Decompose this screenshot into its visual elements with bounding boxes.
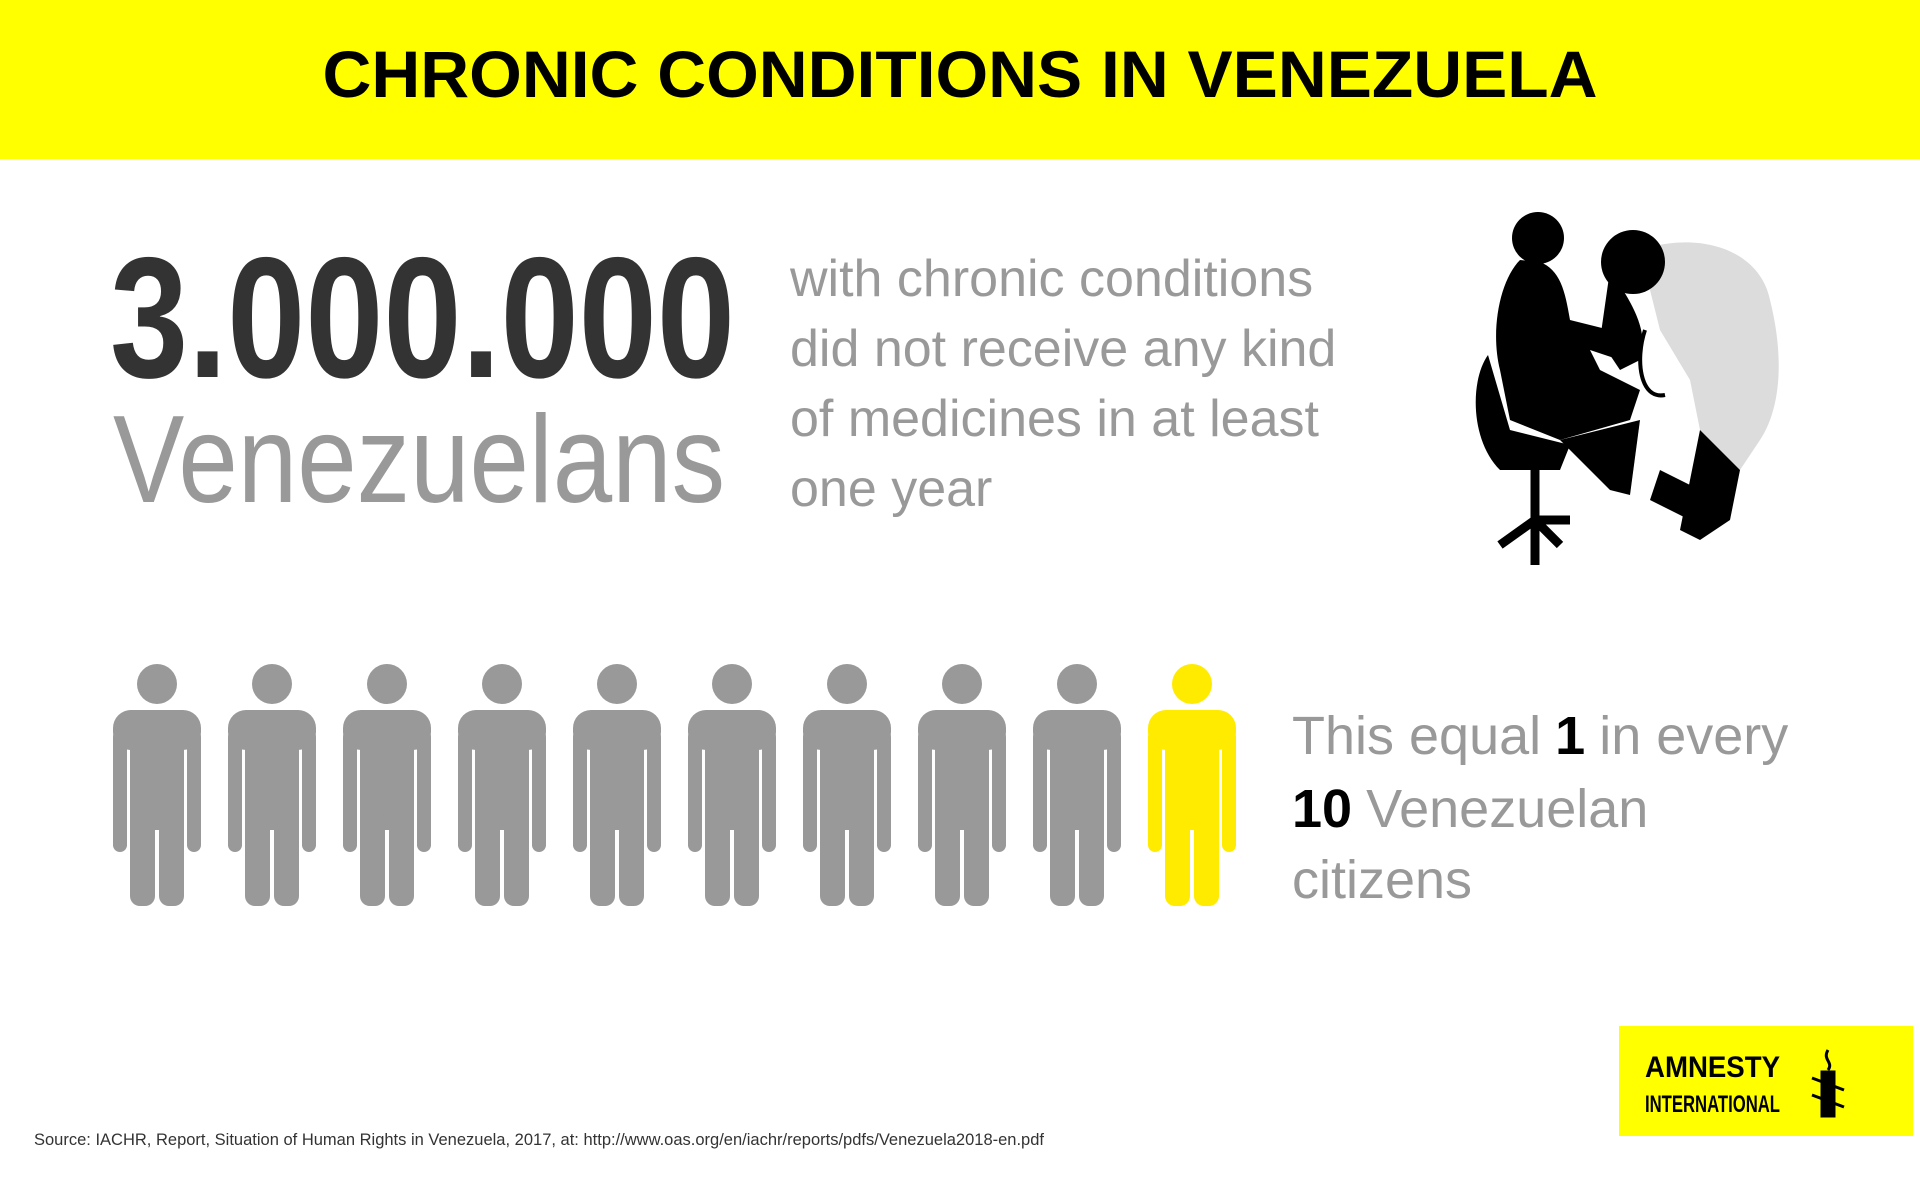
- ratio-prefix: This equal: [1292, 706, 1541, 766]
- person-arm: [1107, 730, 1121, 852]
- person-leg: [159, 810, 184, 906]
- title: CHRONIC CONDITIONS IN VENEZUELA: [323, 37, 1598, 111]
- person-arm: [187, 730, 201, 852]
- person-arm: [918, 730, 932, 852]
- person-leg: [619, 810, 644, 906]
- source: Source: IACHR, Report, Situation of Huma…: [34, 1130, 1044, 1149]
- person-leg: [935, 810, 960, 906]
- description-line: with chronic conditions: [789, 250, 1313, 308]
- person-icon: [1033, 664, 1121, 906]
- person-icon: [458, 664, 546, 906]
- person-arm: [647, 730, 661, 852]
- person-leg: [130, 810, 155, 906]
- person-arm: [417, 730, 431, 852]
- person-leg: [964, 810, 989, 906]
- person-head: [367, 664, 407, 704]
- person-leg: [1194, 810, 1219, 906]
- person-icon: [573, 664, 661, 906]
- header-band: [0, 0, 1920, 159]
- person-head: [482, 664, 522, 704]
- person-leg: [1050, 810, 1075, 906]
- ratio-line: This equal 1 in every: [1292, 706, 1788, 766]
- person-arm: [1148, 730, 1162, 852]
- person-arm: [992, 730, 1006, 852]
- person-arm: [573, 730, 587, 852]
- person-head: [712, 664, 752, 704]
- description: with chronic conditions did not receive a…: [789, 250, 1336, 518]
- person-head: [137, 664, 177, 704]
- doctor-patient-illustration: [1475, 212, 1779, 565]
- ratio-suffix: Venezuelan: [1366, 779, 1648, 839]
- person-head: [1172, 664, 1212, 704]
- person-arm: [113, 730, 127, 852]
- person-leg: [1165, 810, 1190, 906]
- ratio-count: 1: [1555, 706, 1585, 766]
- ratio-middle: in every: [1599, 706, 1788, 766]
- person-leg: [1079, 810, 1104, 906]
- person-arm: [762, 730, 776, 852]
- person-arm: [688, 730, 702, 852]
- headline-unit: Venezuelans: [113, 391, 725, 529]
- person-leg: [475, 810, 500, 906]
- person-arm: [1033, 730, 1047, 852]
- ratio-statement: This equal 1 in every 10 Venezuelan citizens: [1292, 706, 1788, 910]
- person-arm: [1222, 730, 1236, 852]
- person-arm: [458, 730, 472, 852]
- person-leg: [389, 810, 414, 906]
- person-leg: [245, 810, 270, 906]
- person-leg: [820, 810, 845, 906]
- person-leg: [590, 810, 615, 906]
- ratio-line: 10 Venezuelan: [1292, 779, 1648, 839]
- person-icon: [688, 664, 776, 906]
- person-icon: [1148, 664, 1236, 906]
- logo-box: [1619, 1026, 1913, 1136]
- person-head: [827, 664, 867, 704]
- person-leg: [274, 810, 299, 906]
- person-arm: [803, 730, 817, 852]
- headline-number: 3.000.000: [110, 222, 735, 414]
- logo-line2: INTERNATIONAL: [1645, 1091, 1780, 1118]
- person-arm: [532, 730, 546, 852]
- person-leg: [504, 810, 529, 906]
- ratio-suffix: citizens: [1292, 850, 1472, 910]
- person-head: [252, 664, 292, 704]
- person-icon: [113, 664, 201, 906]
- person-arm: [343, 730, 357, 852]
- description-line: one year: [790, 460, 992, 518]
- person-leg: [849, 810, 874, 906]
- person-head: [1057, 664, 1097, 704]
- logo-line1: AMNESTY: [1645, 1051, 1780, 1084]
- person-head: [597, 664, 637, 704]
- ratio-total: 10: [1292, 779, 1352, 839]
- logo-candle: [1811, 1049, 1845, 1118]
- person-leg: [360, 810, 385, 906]
- person-icon: [803, 664, 891, 906]
- person-arm: [877, 730, 891, 852]
- description-line: of medicines in at least: [790, 390, 1319, 448]
- person-arm: [302, 730, 316, 852]
- description-line: did not receive any kind: [790, 320, 1336, 378]
- person-head: [942, 664, 982, 704]
- person-arm: [228, 730, 242, 852]
- person-leg: [734, 810, 759, 906]
- logo: AMNESTY INTERNATIONAL: [1619, 1026, 1913, 1136]
- person-icon: [228, 664, 316, 906]
- pictogram: [113, 664, 1236, 906]
- person-leg: [705, 810, 730, 906]
- person-icon: [918, 664, 1006, 906]
- person-icon: [343, 664, 431, 906]
